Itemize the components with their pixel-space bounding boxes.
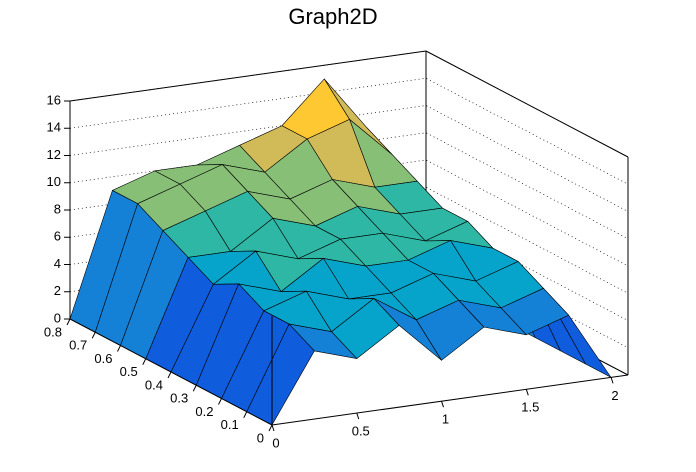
y-tick-label: 0.7: [69, 338, 87, 353]
y-tick: [167, 371, 172, 379]
x-tick-label: 0: [272, 435, 279, 450]
z-tick-label: 16: [47, 92, 61, 107]
z-tick-label: 10: [47, 174, 61, 189]
z-tick-label: 0: [54, 310, 61, 325]
x-tick: [525, 389, 529, 396]
z-tick-label: 12: [47, 147, 61, 162]
chart-title: Graph2D: [288, 4, 377, 29]
box-edge: [425, 50, 629, 158]
z-tick-label: 8: [54, 201, 61, 216]
x-tick-label: 0.5: [352, 424, 370, 439]
y-tick-label: 0.1: [221, 417, 239, 432]
y-tick: [142, 358, 147, 365]
x-tick: [356, 412, 360, 420]
x-tick-label: 1: [442, 412, 449, 427]
y-tick: [66, 318, 71, 326]
y-tick-label: 0.4: [145, 377, 163, 392]
y-tick-label: 0.8: [44, 324, 62, 339]
y-tick-label: 0.6: [94, 351, 112, 366]
y-tick: [192, 385, 197, 392]
z-tick-label: 4: [54, 256, 61, 271]
z-tick-label: 14: [47, 120, 61, 135]
x-tick: [441, 401, 444, 408]
y-tick: [243, 411, 248, 418]
x-axis: [271, 374, 629, 426]
z-tick-label: 2: [54, 283, 61, 298]
y-tick-label: 0: [257, 430, 264, 445]
y-tick: [117, 345, 121, 352]
x-tick: [610, 377, 614, 384]
y-tick-label: 0.2: [195, 404, 213, 419]
y-tick-label: 0.3: [170, 391, 188, 406]
z-tick-label: 6: [54, 229, 61, 244]
y-tick: [268, 424, 273, 432]
y-tick-label: 0.5: [120, 364, 138, 379]
x-tick-label: 2: [611, 388, 618, 403]
x-tick-label: 1.5: [521, 400, 539, 415]
y-tick: [218, 398, 222, 405]
box-edge: [69, 50, 427, 102]
y-tick: [91, 332, 96, 339]
x-tick: [271, 424, 275, 432]
